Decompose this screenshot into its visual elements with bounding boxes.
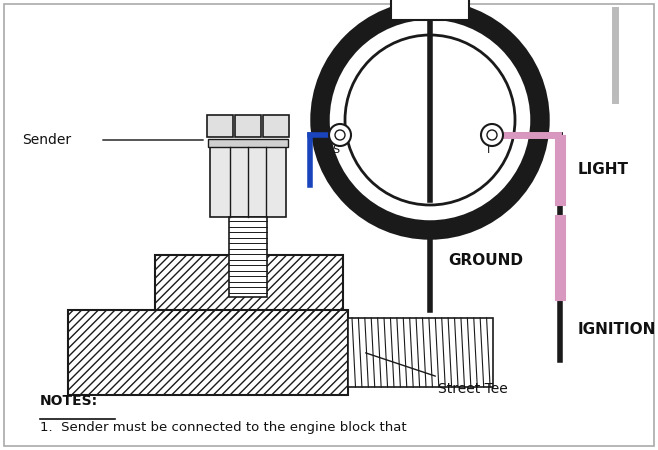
- Circle shape: [329, 124, 351, 146]
- Text: GROUND: GROUND: [448, 253, 523, 268]
- Circle shape: [481, 124, 503, 146]
- Text: Sender: Sender: [22, 133, 71, 147]
- Text: Street Tee: Street Tee: [438, 382, 508, 396]
- Bar: [391, 0, 469, 20]
- Text: NOTES:: NOTES:: [40, 394, 98, 408]
- Text: IGNITION: IGNITION: [578, 323, 657, 338]
- Circle shape: [320, 10, 540, 230]
- Text: I: I: [488, 145, 491, 155]
- Bar: [229, 217, 267, 297]
- Bar: [208, 139, 288, 147]
- Text: 1.  Sender must be connected to the engine block that: 1. Sender must be connected to the engin…: [40, 421, 407, 434]
- Circle shape: [345, 35, 515, 205]
- Bar: [235, 115, 261, 137]
- Bar: [210, 147, 286, 217]
- Bar: [68, 310, 348, 395]
- Text: S: S: [332, 145, 340, 155]
- Bar: [68, 310, 348, 395]
- Bar: [155, 255, 343, 320]
- Bar: [155, 255, 343, 320]
- Circle shape: [487, 130, 497, 140]
- Text: LIGHT: LIGHT: [578, 162, 629, 177]
- Bar: [207, 115, 233, 137]
- Bar: [348, 318, 493, 387]
- Bar: [263, 115, 289, 137]
- Circle shape: [335, 130, 345, 140]
